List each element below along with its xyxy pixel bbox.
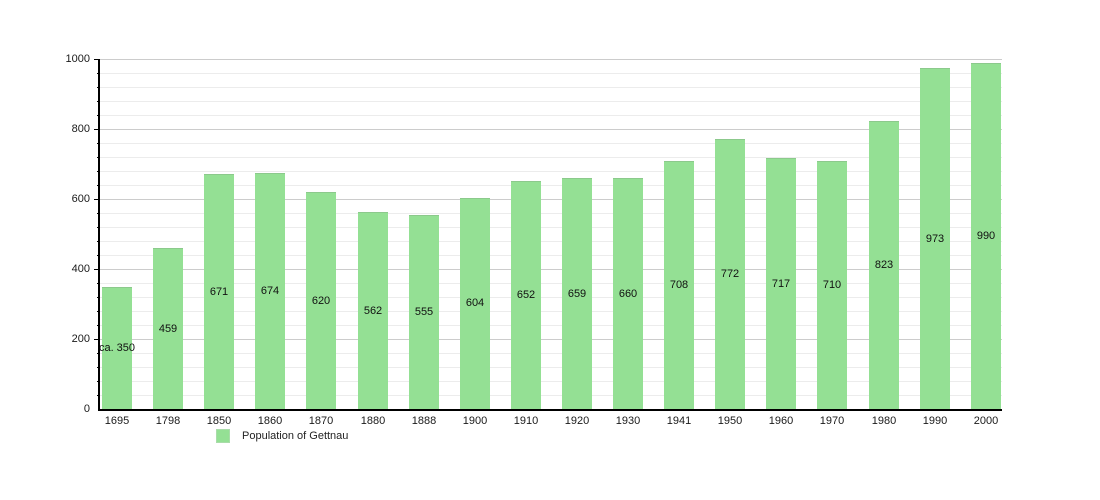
y-gridline-minor bbox=[100, 185, 1002, 186]
y-gridline-minor bbox=[100, 283, 1002, 284]
y-tick-label: 600 bbox=[71, 193, 90, 205]
x-tick-label: 1950 bbox=[717, 415, 743, 427]
bar-value-label: 717 bbox=[771, 278, 791, 290]
y-tick-label: 800 bbox=[71, 123, 90, 135]
bar-value-label: 772 bbox=[720, 268, 740, 280]
bar-value-label: 620 bbox=[311, 295, 331, 307]
bar-value-label: 710 bbox=[822, 279, 842, 291]
x-tick-label: 1870 bbox=[308, 415, 334, 427]
y-gridline-minor bbox=[100, 311, 1002, 312]
bar-value-label: 652 bbox=[516, 289, 536, 301]
y-gridline-minor bbox=[100, 241, 1002, 242]
bar-value-label: 674 bbox=[260, 285, 280, 297]
x-tick-label: 1920 bbox=[564, 415, 590, 427]
bar-value-label: 459 bbox=[158, 323, 178, 335]
y-gridline-minor bbox=[100, 115, 1002, 116]
y-gridline-major bbox=[100, 129, 1002, 130]
y-gridline-minor bbox=[100, 297, 1002, 298]
y-axis-tick bbox=[94, 339, 100, 340]
y-gridline-minor bbox=[100, 227, 1002, 228]
x-tick-label: 1980 bbox=[871, 415, 897, 427]
y-gridline-major bbox=[100, 269, 1002, 270]
y-gridline-minor bbox=[100, 381, 1002, 382]
y-axis-tick bbox=[94, 199, 100, 200]
y-tick-label: 400 bbox=[71, 263, 90, 275]
bar bbox=[562, 178, 592, 410]
x-tick-label: 1888 bbox=[411, 415, 437, 427]
x-tick-label: 1860 bbox=[257, 415, 283, 427]
y-gridline-minor bbox=[100, 213, 1002, 214]
y-gridline-minor bbox=[100, 101, 1002, 102]
y-gridline-minor bbox=[100, 395, 1002, 396]
x-tick-label: 1900 bbox=[462, 415, 488, 427]
legend-swatch-icon bbox=[216, 429, 230, 443]
bar bbox=[766, 158, 796, 410]
legend-label: Population of Gettnau bbox=[242, 430, 349, 442]
bar-value-label: 555 bbox=[414, 306, 434, 318]
bar-value-label: 562 bbox=[363, 305, 383, 317]
y-axis-tick bbox=[94, 59, 100, 60]
x-tick-label: 1910 bbox=[513, 415, 539, 427]
y-gridline-minor bbox=[100, 353, 1002, 354]
bar bbox=[460, 198, 490, 410]
x-tick-label: 2000 bbox=[973, 415, 999, 427]
bar-value-label: 660 bbox=[618, 288, 638, 300]
bar bbox=[715, 139, 745, 410]
x-tick-label: 1930 bbox=[615, 415, 641, 427]
x-axis-line bbox=[98, 409, 1002, 411]
bar-value-label: 823 bbox=[874, 259, 894, 271]
y-axis-tick bbox=[94, 129, 100, 130]
bar bbox=[204, 174, 234, 410]
x-tick-label: 1960 bbox=[768, 415, 794, 427]
bar-value-label: 671 bbox=[209, 286, 229, 298]
bar bbox=[920, 68, 950, 410]
y-gridline-minor bbox=[100, 157, 1002, 158]
bar bbox=[409, 215, 439, 410]
bar bbox=[306, 192, 336, 410]
bar bbox=[358, 212, 388, 410]
y-axis-line bbox=[98, 59, 100, 411]
bar bbox=[869, 121, 899, 410]
bar-value-label: 973 bbox=[925, 233, 945, 245]
bar-value-label: ca. 350 bbox=[98, 342, 136, 354]
y-tick-label: 200 bbox=[71, 333, 90, 345]
y-gridline-minor bbox=[100, 143, 1002, 144]
bar bbox=[255, 173, 285, 410]
y-axis-tick bbox=[94, 269, 100, 270]
bar-value-label: 659 bbox=[567, 288, 587, 300]
x-tick-label: 1850 bbox=[206, 415, 232, 427]
x-tick-label: 1695 bbox=[104, 415, 130, 427]
y-gridline-minor bbox=[100, 325, 1002, 326]
y-gridline-minor bbox=[100, 87, 1002, 88]
x-tick-label: 1798 bbox=[155, 415, 181, 427]
y-tick-label: 0 bbox=[83, 403, 90, 415]
bar bbox=[664, 161, 694, 410]
y-gridline-major bbox=[100, 339, 1002, 340]
bar bbox=[971, 63, 1001, 411]
legend: Population of Gettnau bbox=[216, 429, 348, 443]
x-tick-label: 1990 bbox=[922, 415, 948, 427]
x-tick-label: 1970 bbox=[819, 415, 845, 427]
bar bbox=[817, 161, 847, 410]
bar-value-label: 990 bbox=[976, 230, 996, 242]
bar bbox=[153, 248, 183, 410]
bar bbox=[511, 181, 541, 410]
y-gridline-minor bbox=[100, 367, 1002, 368]
x-tick-label: 1880 bbox=[360, 415, 386, 427]
bar-value-label: 604 bbox=[465, 297, 485, 309]
bar-value-label: 708 bbox=[669, 279, 689, 291]
bar bbox=[102, 287, 132, 410]
y-gridline-minor bbox=[100, 171, 1002, 172]
y-gridline-major bbox=[100, 59, 1002, 60]
y-tick-label: 1000 bbox=[65, 53, 90, 65]
x-tick-label: 1941 bbox=[666, 415, 692, 427]
y-gridline-major bbox=[100, 199, 1002, 200]
y-gridline-minor bbox=[100, 73, 1002, 74]
y-gridline-minor bbox=[100, 255, 1002, 256]
bar bbox=[613, 178, 643, 410]
